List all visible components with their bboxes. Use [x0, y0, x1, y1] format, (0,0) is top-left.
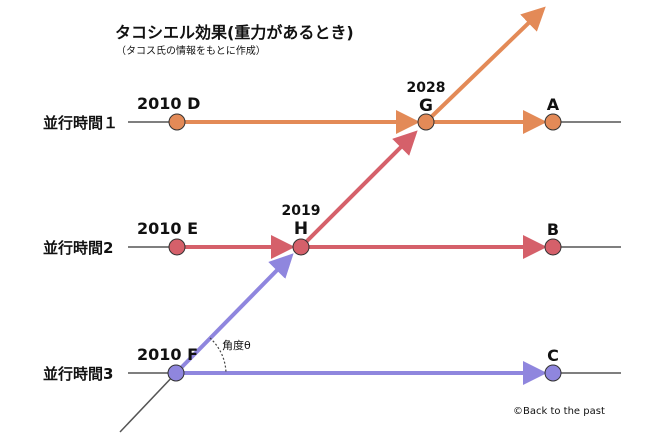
- arrow-f-to-h: [174, 253, 294, 375]
- node-h-letter: H: [294, 219, 308, 239]
- node-h: [292, 238, 310, 256]
- node-h-year: 2019: [282, 203, 321, 219]
- timeline-1-label: 並行時間１: [43, 114, 118, 132]
- credit-text: ©Back to the past: [513, 406, 605, 417]
- arrow-h-to-g: [299, 130, 418, 249]
- node-d: [168, 113, 186, 131]
- node-e-label: 2010 E: [137, 219, 198, 238]
- timeline-2-label: 並行時間2: [43, 239, 113, 257]
- node-f: [167, 364, 185, 382]
- node-b-letter: B: [547, 220, 559, 239]
- angle-label: 角度θ: [222, 338, 251, 352]
- node-a-letter: A: [547, 95, 560, 114]
- past-diagonal-line: [119, 372, 177, 433]
- node-g-year: 2028: [407, 80, 446, 96]
- node-a: [544, 113, 562, 131]
- node-d-label: 2010 D: [137, 94, 200, 113]
- node-b: [544, 238, 562, 256]
- angle-arc: [209, 337, 227, 374]
- node-g: [417, 113, 435, 131]
- node-f-label: 2010 F: [137, 345, 198, 364]
- timeline-3-label: 並行時間3: [43, 365, 113, 383]
- diagram-subtitle: （タコス氏の情報をもとに作成）: [116, 44, 266, 57]
- diagram-title: タコシエル効果(重力があるとき): [115, 23, 354, 42]
- node-c: [544, 364, 562, 382]
- arrow-g-upward: [424, 6, 546, 124]
- node-c-letter: C: [547, 346, 559, 365]
- node-e: [168, 238, 186, 256]
- node-g-letter: G: [419, 96, 433, 116]
